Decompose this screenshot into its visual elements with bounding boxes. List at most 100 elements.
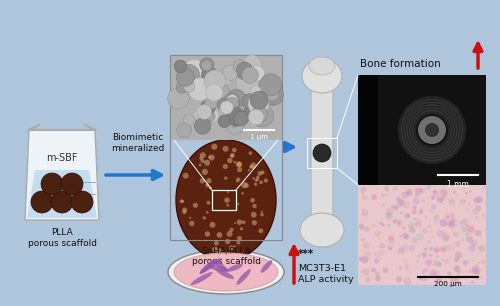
Circle shape bbox=[375, 271, 380, 276]
Circle shape bbox=[392, 219, 397, 223]
FancyBboxPatch shape bbox=[358, 75, 378, 185]
Circle shape bbox=[440, 246, 447, 252]
Circle shape bbox=[177, 123, 192, 138]
Circle shape bbox=[61, 173, 83, 195]
Circle shape bbox=[252, 177, 255, 180]
Ellipse shape bbox=[168, 250, 284, 294]
Ellipse shape bbox=[176, 140, 276, 260]
Circle shape bbox=[226, 231, 232, 237]
Circle shape bbox=[478, 262, 480, 264]
Circle shape bbox=[248, 94, 269, 115]
Circle shape bbox=[464, 187, 466, 189]
Circle shape bbox=[242, 221, 246, 224]
Circle shape bbox=[474, 205, 482, 211]
Circle shape bbox=[463, 218, 468, 224]
Circle shape bbox=[236, 162, 242, 167]
Circle shape bbox=[228, 117, 239, 127]
Circle shape bbox=[434, 270, 440, 276]
Circle shape bbox=[448, 220, 455, 227]
Ellipse shape bbox=[208, 265, 229, 272]
Circle shape bbox=[237, 167, 242, 172]
Circle shape bbox=[402, 233, 408, 239]
Circle shape bbox=[460, 226, 462, 228]
Circle shape bbox=[446, 245, 449, 249]
Circle shape bbox=[244, 183, 249, 188]
Circle shape bbox=[250, 86, 261, 96]
Circle shape bbox=[237, 236, 242, 241]
Circle shape bbox=[474, 230, 482, 236]
Circle shape bbox=[250, 162, 256, 169]
Circle shape bbox=[425, 123, 439, 137]
Circle shape bbox=[464, 200, 466, 202]
Circle shape bbox=[424, 248, 428, 251]
Circle shape bbox=[414, 222, 418, 226]
Circle shape bbox=[425, 259, 432, 266]
Circle shape bbox=[206, 211, 208, 214]
Circle shape bbox=[406, 214, 410, 218]
Text: PLLA
porous scaffold: PLLA porous scaffold bbox=[28, 228, 96, 248]
Circle shape bbox=[391, 205, 394, 208]
Circle shape bbox=[419, 188, 425, 194]
Circle shape bbox=[204, 95, 219, 109]
Circle shape bbox=[182, 173, 188, 179]
Circle shape bbox=[362, 210, 368, 216]
Circle shape bbox=[252, 106, 268, 122]
Circle shape bbox=[383, 194, 386, 197]
Ellipse shape bbox=[236, 269, 251, 285]
Circle shape bbox=[227, 158, 232, 163]
Circle shape bbox=[436, 255, 439, 258]
Polygon shape bbox=[25, 130, 99, 220]
Circle shape bbox=[234, 161, 236, 163]
Circle shape bbox=[422, 228, 428, 233]
Circle shape bbox=[474, 269, 480, 276]
Circle shape bbox=[462, 239, 464, 241]
Ellipse shape bbox=[214, 260, 228, 271]
Circle shape bbox=[409, 245, 415, 251]
Circle shape bbox=[430, 210, 433, 212]
Circle shape bbox=[388, 235, 394, 241]
Circle shape bbox=[455, 277, 458, 280]
Circle shape bbox=[208, 186, 212, 189]
Circle shape bbox=[262, 84, 283, 105]
Circle shape bbox=[418, 224, 422, 228]
Circle shape bbox=[437, 196, 444, 203]
Ellipse shape bbox=[174, 253, 278, 291]
Circle shape bbox=[378, 249, 384, 256]
Circle shape bbox=[198, 164, 202, 166]
FancyBboxPatch shape bbox=[311, 85, 333, 221]
Circle shape bbox=[216, 248, 222, 255]
Circle shape bbox=[260, 79, 271, 91]
Circle shape bbox=[386, 193, 388, 196]
Circle shape bbox=[256, 178, 259, 181]
Text: Sr-HA/PLLA
porous scaffold: Sr-HA/PLLA porous scaffold bbox=[192, 246, 260, 266]
Circle shape bbox=[208, 155, 214, 161]
Circle shape bbox=[450, 217, 456, 221]
Circle shape bbox=[422, 252, 427, 258]
Circle shape bbox=[374, 252, 378, 256]
Circle shape bbox=[236, 161, 242, 168]
Circle shape bbox=[200, 58, 214, 72]
Circle shape bbox=[226, 204, 229, 207]
FancyBboxPatch shape bbox=[170, 55, 282, 140]
Circle shape bbox=[194, 118, 211, 134]
Circle shape bbox=[454, 265, 460, 272]
Circle shape bbox=[189, 217, 191, 219]
Circle shape bbox=[436, 278, 440, 282]
Circle shape bbox=[441, 190, 448, 196]
Circle shape bbox=[457, 270, 460, 274]
Circle shape bbox=[223, 94, 240, 110]
Circle shape bbox=[224, 177, 228, 180]
Circle shape bbox=[398, 250, 402, 254]
Circle shape bbox=[230, 154, 234, 157]
Circle shape bbox=[460, 199, 466, 205]
Circle shape bbox=[236, 177, 240, 182]
Circle shape bbox=[472, 268, 479, 275]
Circle shape bbox=[398, 199, 405, 207]
Circle shape bbox=[436, 275, 442, 282]
Circle shape bbox=[409, 264, 411, 266]
Circle shape bbox=[455, 278, 460, 283]
Circle shape bbox=[406, 267, 410, 271]
Circle shape bbox=[382, 267, 388, 273]
Circle shape bbox=[31, 191, 53, 213]
Circle shape bbox=[442, 234, 450, 241]
